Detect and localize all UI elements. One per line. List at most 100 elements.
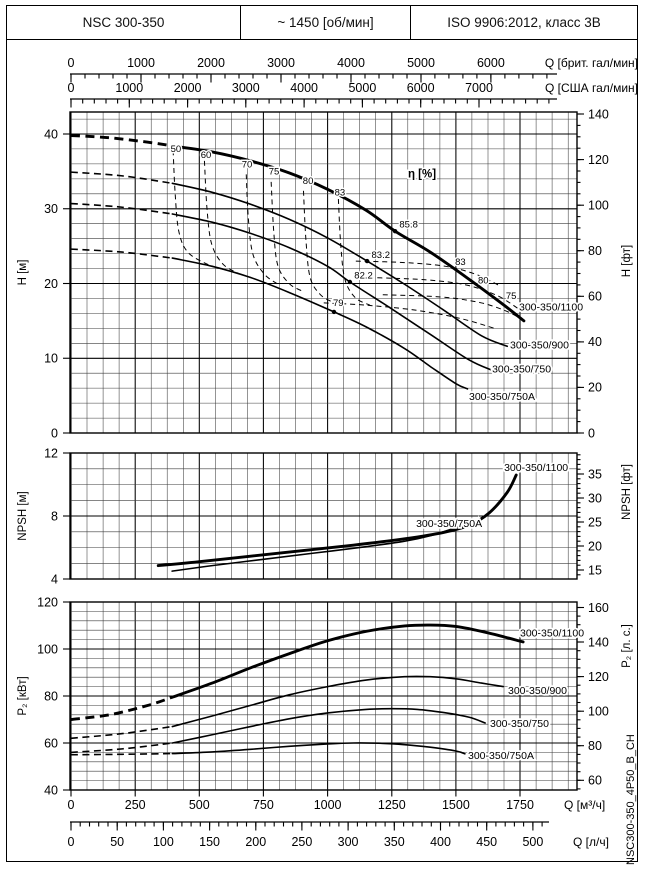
y-left-title-head-flow-curves: H [м] bbox=[17, 260, 29, 286]
curve-dashed-300-350/900 bbox=[70, 725, 173, 740]
tick-label: 140 bbox=[588, 635, 609, 649]
y-axis-left-head-flow-curves: 0 10 20 30 40 H [м] bbox=[17, 127, 70, 440]
tick-label: 12 bbox=[44, 446, 58, 460]
curve-300-350/900 bbox=[171, 182, 509, 348]
y-right-title-power-curves: P₂ [л. с.] bbox=[621, 624, 633, 668]
tick-label: 100 bbox=[153, 835, 174, 849]
grid-power-curves bbox=[69, 601, 578, 791]
efficiency-contour-75 bbox=[270, 181, 303, 292]
tick-label: 40 bbox=[588, 335, 602, 349]
tick-label: 1250 bbox=[378, 798, 406, 812]
curve-label: 300-350/750A bbox=[469, 391, 535, 403]
tick-label: 1500 bbox=[442, 798, 470, 812]
efficiency-label: 50 bbox=[171, 144, 182, 155]
curve-300-350/750 bbox=[171, 213, 493, 372]
grid-npsh-curves bbox=[69, 452, 578, 580]
curve-300-350/750A bbox=[171, 257, 469, 390]
tick-label: 0 bbox=[68, 798, 75, 812]
tick-label: 20 bbox=[588, 539, 602, 553]
series-npsh-curves: 300-350/1100 300-350/750A bbox=[156, 460, 570, 572]
efficiency-label: 70 bbox=[242, 160, 253, 171]
curve-dashed-300-350/750A bbox=[70, 248, 173, 259]
tick-label: 60 bbox=[588, 290, 602, 304]
curve-dashed-300-350/750 bbox=[70, 742, 173, 754]
tick-label: 15 bbox=[588, 563, 602, 577]
efficiency-contour-80 bbox=[368, 277, 518, 309]
curve-dashed-300-350/750A bbox=[70, 752, 173, 756]
tick-label: 20 bbox=[44, 277, 58, 291]
tick-label: 8 bbox=[51, 509, 58, 523]
efficiency-title: η [%] bbox=[408, 168, 436, 180]
x-axis-title: Q [м³/ч] bbox=[564, 798, 605, 812]
tick-label: 750 bbox=[253, 798, 274, 812]
tick-label: 120 bbox=[37, 595, 58, 609]
tick-label: 80 bbox=[588, 739, 602, 753]
tick-label: 500 bbox=[522, 835, 543, 849]
curve-300-350/750A bbox=[171, 742, 466, 755]
tick-label: 60 bbox=[588, 774, 602, 788]
curve-300-350/1100 bbox=[170, 144, 526, 323]
tick-label: 100 bbox=[588, 199, 609, 213]
tick-label: 5000 bbox=[407, 56, 435, 70]
tick-label: 200 bbox=[245, 835, 266, 849]
efficiency-point bbox=[347, 279, 353, 285]
tick-label: 1000 bbox=[127, 56, 155, 70]
efficiency-contour-75 bbox=[382, 294, 526, 323]
efficiency-point bbox=[331, 309, 337, 315]
y-axis-right-head-flow-curves: 0 20 40 60 80 100 120 140 H [фт] bbox=[577, 107, 633, 440]
tick-label: 140 bbox=[588, 107, 609, 121]
tick-label: 350 bbox=[384, 835, 405, 849]
efficiency-label: 80 bbox=[303, 176, 314, 187]
curve-dashed-300-350/900 bbox=[70, 171, 173, 185]
efficiency-contour-83 bbox=[355, 260, 499, 286]
efficiency-contour-60 bbox=[203, 160, 240, 275]
tick-label: 10 bbox=[44, 352, 58, 366]
efficiency-label: 75 bbox=[269, 166, 280, 177]
tick-label: 150 bbox=[199, 835, 220, 849]
y-right-title-head-flow-curves: H [фт] bbox=[621, 245, 633, 277]
header: NSC 300-350 ~ 1450 [об/мин] ISO 9906:201… bbox=[7, 6, 637, 40]
header-speed: ~ 1450 [об/мин] bbox=[241, 6, 411, 39]
curve-dashed-300-350/750 bbox=[70, 202, 173, 215]
tick-label: 2000 bbox=[174, 81, 202, 95]
tick-label: 6000 bbox=[477, 56, 505, 70]
curve-300-350/900 bbox=[171, 675, 504, 728]
tick-label: 0 bbox=[68, 56, 75, 70]
tick-label: 1750 bbox=[506, 798, 534, 812]
tick-label: 3000 bbox=[267, 56, 295, 70]
efficiency-label: 83 bbox=[335, 187, 346, 198]
efficiency-label: 80 bbox=[478, 276, 489, 287]
curve-dashed-300-350/1100 bbox=[70, 134, 173, 148]
curve-label: 300-350/750 bbox=[492, 364, 551, 376]
tick-label: 250 bbox=[125, 798, 146, 812]
curve-label: 300-350/900 bbox=[508, 685, 567, 697]
tick-label: 4000 bbox=[290, 81, 318, 95]
efficiency-label: 79 bbox=[333, 298, 344, 309]
x-axis-top-0: 0 1000 2000 3000 4000 5000 6000 Q [брит. гал/ми… bbox=[68, 56, 638, 83]
curve-label: 300-350/750A bbox=[416, 518, 482, 530]
tick-label: 80 bbox=[588, 244, 602, 258]
tick-label: 120 bbox=[588, 153, 609, 167]
curve-300-350/750A bbox=[171, 524, 462, 572]
efficiency-label: 75 bbox=[506, 291, 517, 302]
tick-label: 2000 bbox=[197, 56, 225, 70]
curve-dashed-300-350/1100 bbox=[70, 695, 173, 721]
curve-300-350/1100 bbox=[170, 623, 525, 699]
tick-label: 0 bbox=[51, 426, 58, 440]
tick-label: 0 bbox=[588, 426, 595, 440]
efficiency-contours: η [%] 50 60 70 75 80 83 79 83 80 75 85.8 83.2 82.2 bbox=[169, 142, 526, 329]
tick-label: 20 bbox=[588, 381, 602, 395]
tick-label: 30 bbox=[588, 491, 602, 505]
tick-label: 35 bbox=[588, 467, 602, 481]
x-axis-bottom-m3h: 0 250 500 750 1000 1250 1500 1750 Q [м³/ч] bbox=[68, 790, 605, 812]
curve-300-350/750 bbox=[171, 707, 486, 744]
series-power-curves: 300-350/1100 300-350/900 300-350/750 300-35… bbox=[70, 623, 586, 764]
efficiency-point-label: 85.8 bbox=[399, 219, 418, 230]
tick-label: 0 bbox=[68, 835, 75, 849]
tick-label: 400 bbox=[430, 835, 451, 849]
curve-label: 300-350/1100 bbox=[520, 628, 584, 640]
y-axis-left-power-curves: 40 60 80 100 120 P₂ [кВт] bbox=[17, 595, 70, 797]
tick-label: 30 bbox=[44, 202, 58, 216]
tick-label: 6000 bbox=[407, 81, 435, 95]
